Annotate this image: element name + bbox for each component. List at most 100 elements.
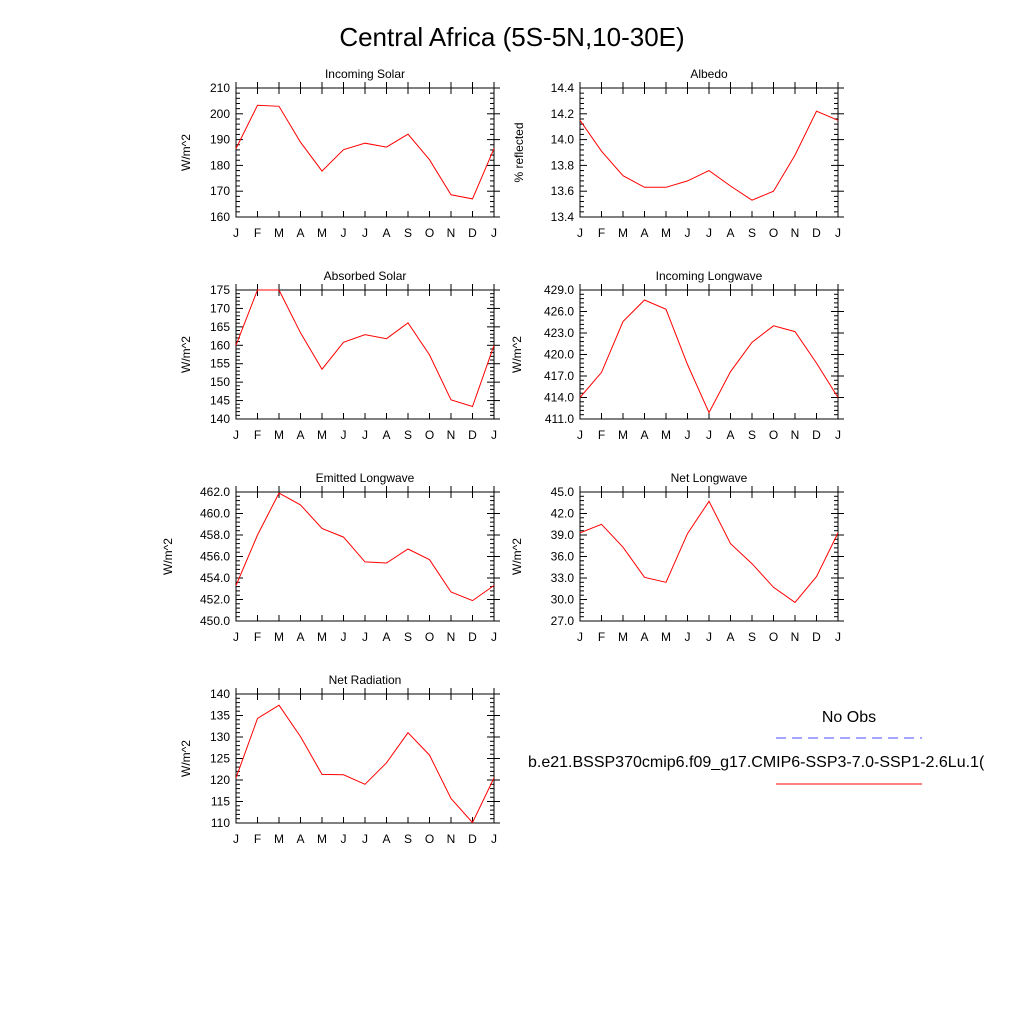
x-tick-label: S xyxy=(404,832,412,846)
y-tick-label: 200 xyxy=(210,107,230,121)
y-tick-label: 13.4 xyxy=(551,210,575,224)
x-tick-label: M xyxy=(274,630,284,644)
y-tick-label: 160 xyxy=(210,338,230,352)
y-tick-label: 140 xyxy=(210,687,230,701)
x-tick-label: O xyxy=(769,226,778,240)
x-tick-label: J xyxy=(685,630,691,644)
x-tick-label: F xyxy=(254,832,261,846)
x-tick-label: J xyxy=(577,630,583,644)
x-tick-label: J xyxy=(706,428,712,442)
y-tick-label: 414.0 xyxy=(544,391,574,405)
x-tick-label: F xyxy=(254,630,261,644)
panel-title: Net Radiation xyxy=(329,673,402,687)
y-axis-label: W/m^2 xyxy=(179,134,193,171)
x-tick-label: D xyxy=(468,832,477,846)
x-tick-label: J xyxy=(577,428,583,442)
x-tick-label: D xyxy=(812,428,821,442)
panel-title: Albedo xyxy=(690,67,728,81)
x-tick-label: N xyxy=(791,428,800,442)
x-tick-label: M xyxy=(618,428,628,442)
x-tick-label: S xyxy=(404,630,412,644)
x-tick-label: A xyxy=(726,630,734,644)
y-tick-label: 115 xyxy=(211,795,230,809)
series-line-0 xyxy=(235,704,495,824)
x-tick-label: F xyxy=(254,428,261,442)
x-tick-label: J xyxy=(706,630,712,644)
x-tick-label: N xyxy=(791,226,800,240)
x-tick-label: J xyxy=(341,428,347,442)
y-tick-label: 460.0 xyxy=(200,507,230,521)
y-tick-label: 39.0 xyxy=(551,528,575,542)
x-tick-label: J xyxy=(835,226,841,240)
y-axis-label: W/m^2 xyxy=(161,538,175,575)
x-tick-label: N xyxy=(447,226,456,240)
series-line-0 xyxy=(235,104,495,200)
x-tick-label: J xyxy=(341,630,347,644)
panel-title: Absorbed Solar xyxy=(324,269,407,283)
x-tick-label: J xyxy=(341,226,347,240)
x-tick-label: A xyxy=(382,832,390,846)
x-tick-label: M xyxy=(317,832,327,846)
x-tick-label: J xyxy=(491,630,497,644)
x-tick-label: J xyxy=(233,630,239,644)
x-tick-label: A xyxy=(726,226,734,240)
x-tick-label: F xyxy=(254,226,261,240)
x-tick-label: N xyxy=(791,630,800,644)
x-tick-label: A xyxy=(382,428,390,442)
y-tick-label: 426.0 xyxy=(544,305,574,319)
x-tick-label: J xyxy=(362,428,368,442)
y-tick-label: 14.4 xyxy=(551,81,575,95)
y-tick-label: 170 xyxy=(210,184,230,198)
y-axis-label: W/m^2 xyxy=(510,336,524,373)
y-tick-label: 145 xyxy=(210,394,230,408)
x-tick-label: S xyxy=(748,630,756,644)
x-tick-label: A xyxy=(296,226,304,240)
y-tick-label: 110 xyxy=(211,816,230,830)
x-tick-label: D xyxy=(468,630,477,644)
series-line-0 xyxy=(235,289,495,408)
legend-obs-label: No Obs xyxy=(822,709,876,726)
x-tick-label: F xyxy=(598,226,605,240)
y-tick-label: 420.0 xyxy=(544,348,574,362)
y-axis-label: W/m^2 xyxy=(510,538,524,575)
x-tick-label: J xyxy=(491,428,497,442)
y-tick-label: 450.0 xyxy=(200,614,230,628)
y-tick-label: 165 xyxy=(210,320,230,334)
y-tick-label: 462.0 xyxy=(200,485,230,499)
x-tick-label: D xyxy=(812,226,821,240)
y-tick-label: 36.0 xyxy=(551,550,575,564)
x-tick-label: M xyxy=(661,428,671,442)
x-tick-label: A xyxy=(640,226,648,240)
x-tick-label: J xyxy=(706,226,712,240)
y-tick-label: 13.6 xyxy=(551,184,575,198)
x-tick-label: A xyxy=(382,630,390,644)
y-tick-label: 135 xyxy=(210,709,230,723)
x-tick-label: S xyxy=(748,226,756,240)
x-tick-label: F xyxy=(598,428,605,442)
x-tick-label: S xyxy=(404,226,412,240)
series-line-0 xyxy=(579,500,839,604)
plot-frame xyxy=(235,289,495,420)
y-tick-label: 14.2 xyxy=(551,107,575,121)
plot-frame xyxy=(235,87,495,218)
legend-model-label: b.e21.BSSP370cmip6.f09_g17.CMIP6-SSP3-7.… xyxy=(528,754,985,771)
y-tick-label: 180 xyxy=(210,158,230,172)
x-tick-label: D xyxy=(812,630,821,644)
x-tick-label: O xyxy=(425,226,434,240)
y-tick-label: 42.0 xyxy=(551,507,575,521)
x-tick-label: J xyxy=(685,226,691,240)
x-tick-label: O xyxy=(425,630,434,644)
panel-title: Emitted Longwave xyxy=(316,471,415,485)
y-tick-label: 130 xyxy=(210,730,230,744)
y-tick-label: 120 xyxy=(210,773,230,787)
x-tick-label: A xyxy=(296,630,304,644)
